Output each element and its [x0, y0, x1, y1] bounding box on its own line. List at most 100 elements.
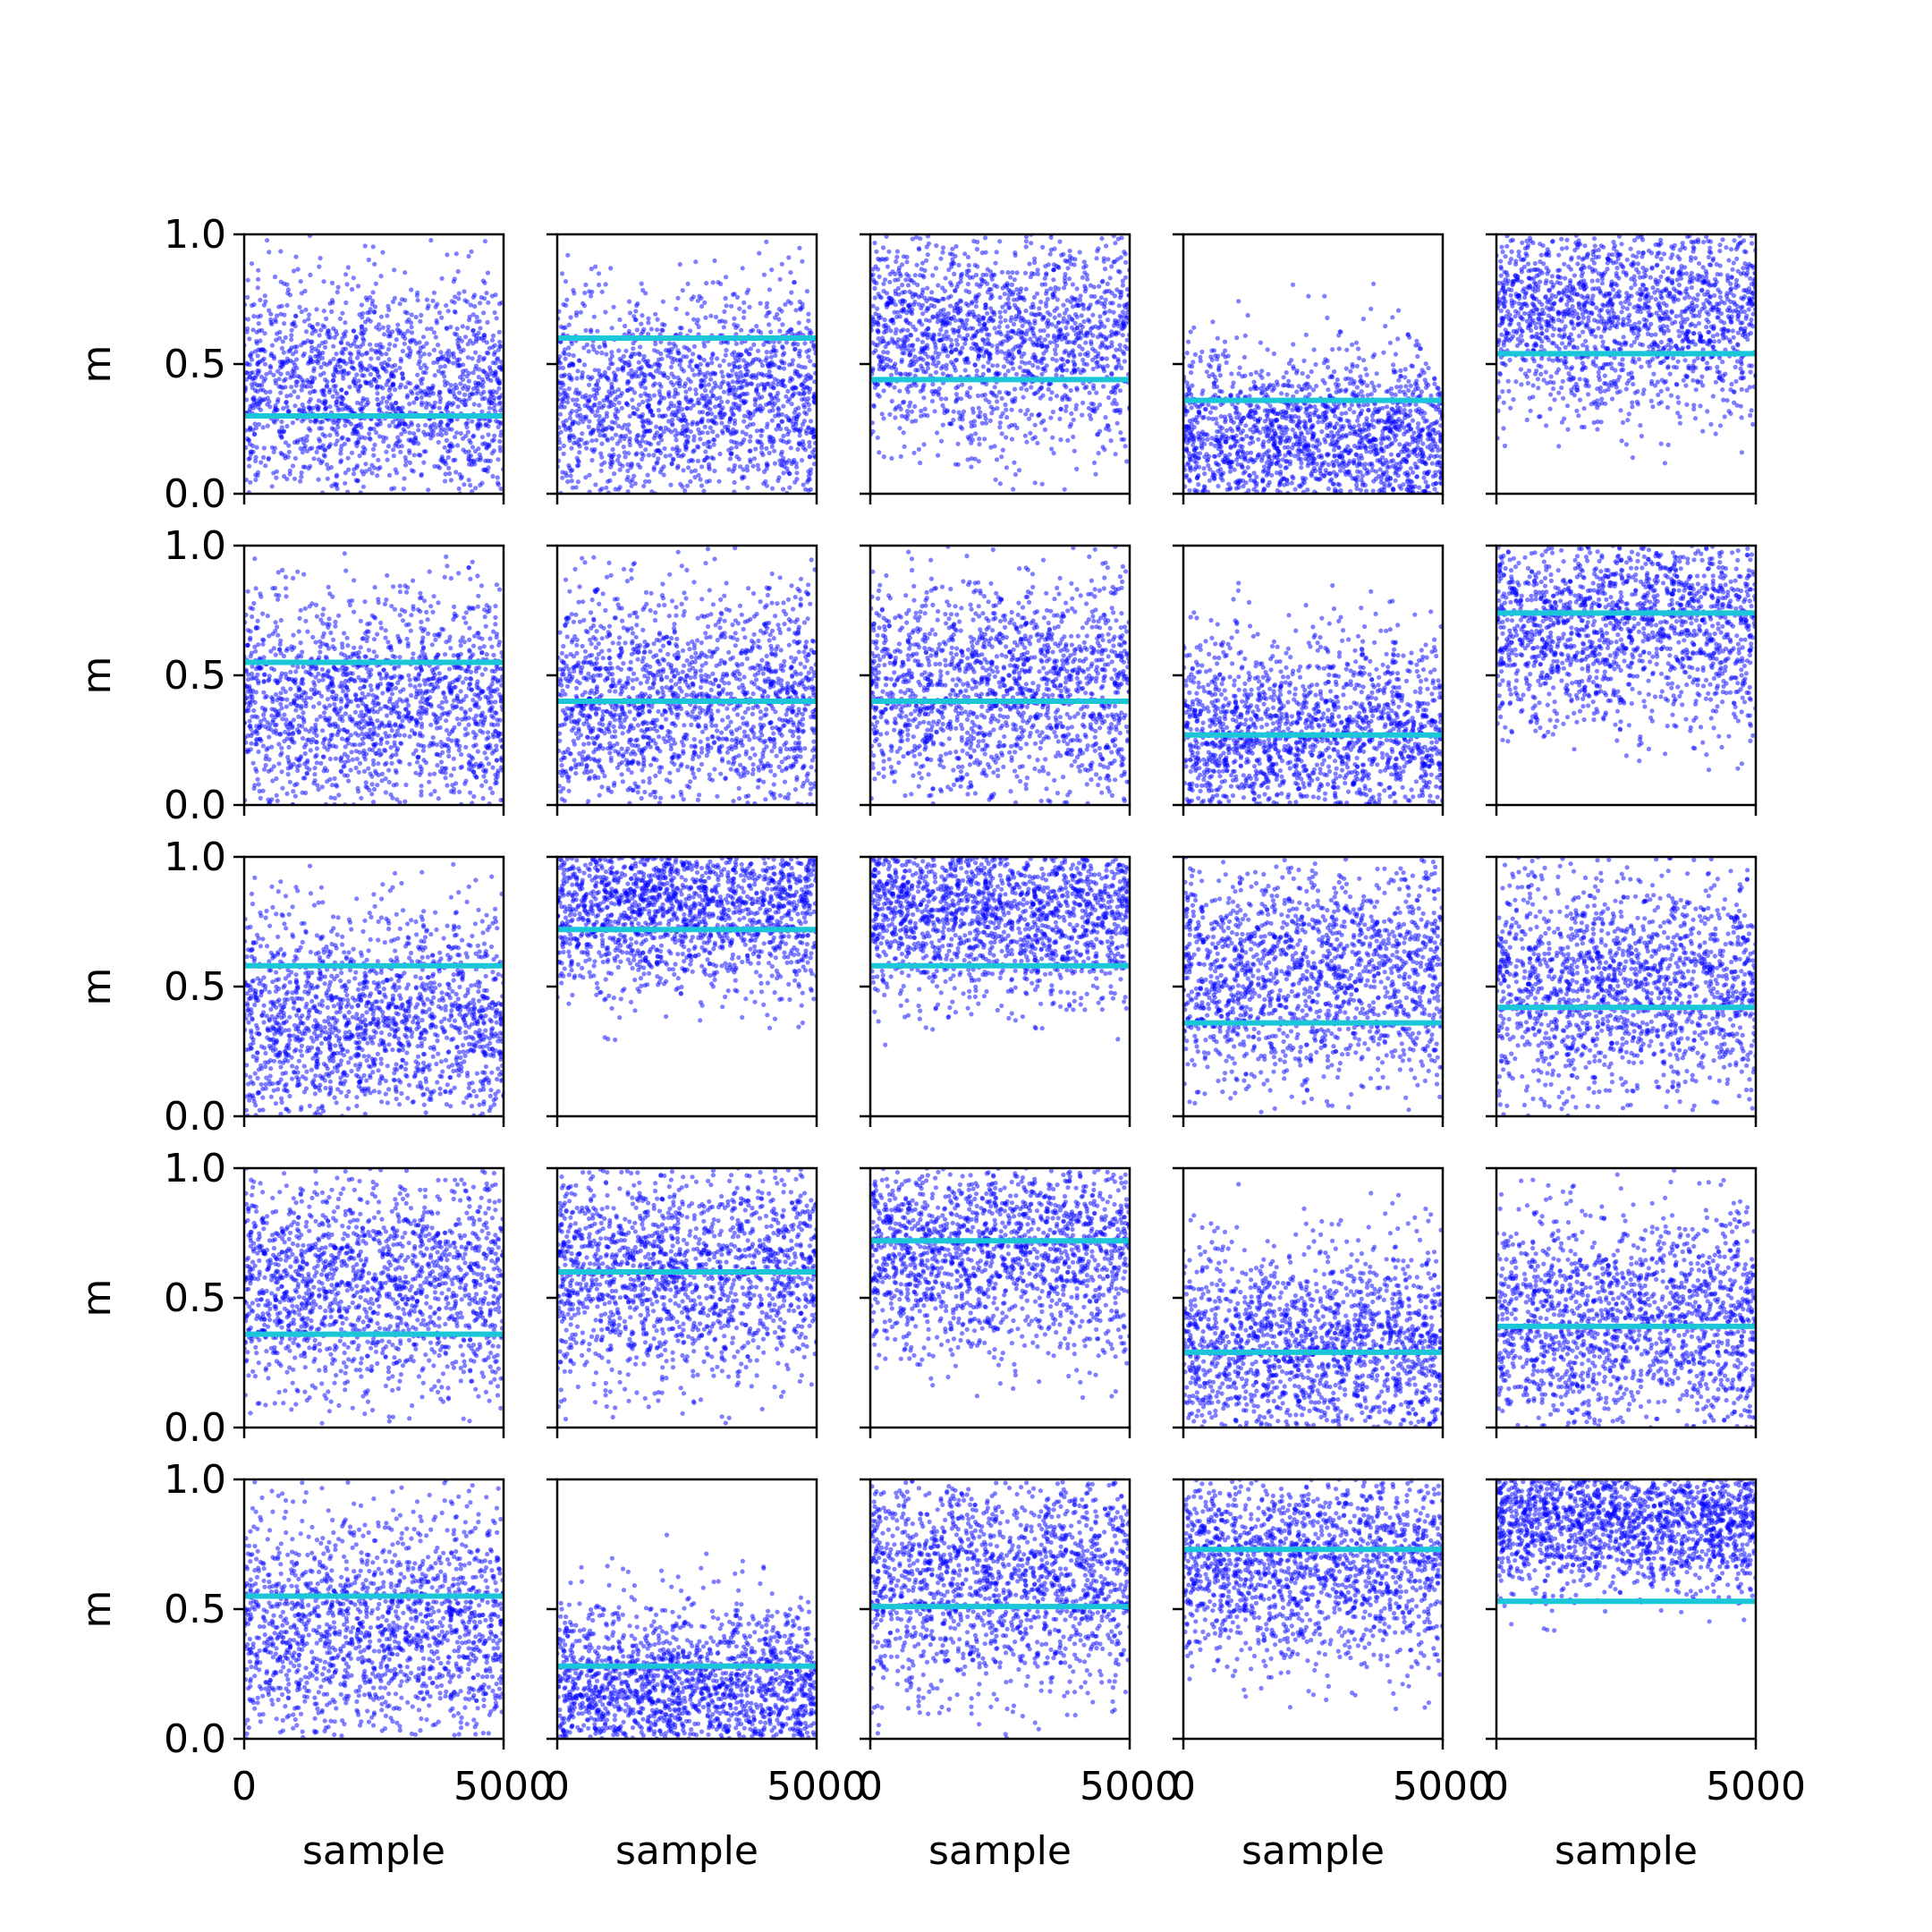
scatter-point — [936, 386, 942, 392]
scatter-point — [980, 371, 986, 377]
scatter-point — [753, 356, 758, 362]
scatter-point — [682, 487, 688, 494]
scatter-point — [984, 326, 989, 332]
scatter-point — [631, 411, 636, 416]
scatter-point — [465, 355, 471, 360]
scatter-point — [359, 408, 364, 413]
scatter-point — [991, 407, 996, 412]
scatter-point — [1106, 288, 1112, 293]
scatter-point — [1093, 324, 1098, 329]
scatter-point — [945, 334, 951, 339]
scatter-point — [702, 424, 708, 429]
scatter-point — [473, 363, 479, 369]
scatter-point — [290, 463, 296, 469]
scatter-point — [640, 357, 647, 362]
scatter-point — [562, 347, 568, 352]
scatter-point — [319, 426, 325, 431]
scatter-point — [745, 485, 750, 490]
scatter-points — [244, 234, 504, 494]
scatter-point — [921, 395, 927, 401]
scatter-point — [1011, 366, 1016, 371]
scatter-point — [1071, 417, 1076, 422]
scatter-point — [593, 412, 598, 419]
scatter-point — [736, 456, 742, 462]
scatter-point — [1062, 285, 1067, 291]
scatter-point — [1055, 320, 1061, 326]
scatter-point — [684, 421, 691, 427]
scatter-point — [445, 326, 450, 332]
scatter-point — [655, 447, 661, 453]
scatter-point — [1094, 405, 1100, 411]
scatter-point — [640, 411, 646, 418]
scatter-point — [699, 483, 705, 488]
scatter-point — [325, 476, 330, 481]
scatter-point — [321, 453, 326, 458]
scatter-point — [989, 309, 996, 315]
scatter-point — [785, 388, 791, 394]
scatter-point — [703, 315, 708, 320]
scatter-point — [1064, 368, 1070, 373]
scatter-point — [421, 352, 427, 357]
scatter-point — [734, 379, 740, 385]
scatter-point — [741, 413, 748, 419]
scatter-point — [703, 449, 708, 454]
scatter-point — [318, 256, 323, 261]
scatter-point — [498, 343, 504, 349]
scatter-point — [1041, 328, 1046, 334]
scatter-point — [268, 311, 274, 317]
scatter-point — [724, 275, 729, 280]
scatter-point — [1066, 276, 1072, 282]
scatter-point — [370, 244, 376, 250]
scatter-point — [701, 378, 707, 384]
scatter-point — [576, 420, 581, 426]
scatter-point — [563, 356, 568, 361]
scatter-point — [609, 350, 614, 355]
scatter-point — [274, 475, 279, 480]
scatter-point — [567, 436, 572, 441]
scatter-point — [893, 291, 899, 296]
scatter-point — [773, 352, 778, 358]
scatter-point — [1107, 275, 1113, 281]
scatter-point — [378, 274, 384, 279]
scatter-point — [596, 271, 602, 276]
scatter-point — [463, 433, 469, 438]
scatter-point — [253, 454, 258, 460]
scatter-point — [983, 305, 988, 310]
scatter-point — [1047, 251, 1053, 257]
scatter-point — [1063, 325, 1069, 331]
scatter-point — [478, 423, 483, 428]
scatter-point — [801, 445, 807, 451]
scatter-point — [574, 455, 580, 461]
scatter-point — [292, 476, 298, 481]
scatter-point — [651, 375, 657, 380]
scatter-point — [764, 483, 770, 488]
scatter-point — [1064, 332, 1070, 337]
scatter-point — [442, 427, 447, 432]
scatter-point — [962, 341, 968, 346]
scatter-point — [309, 384, 314, 389]
scatter-point — [456, 291, 462, 296]
scatter-point — [754, 324, 759, 329]
scatter-point — [487, 368, 494, 373]
scatter-point — [425, 306, 430, 311]
scatter-point — [1123, 275, 1129, 280]
scatter-point — [280, 386, 285, 391]
scatter-point — [761, 342, 767, 347]
scatter-point — [261, 445, 267, 451]
scatter-point — [609, 326, 614, 331]
scatter-point — [1080, 302, 1086, 308]
scatter-point — [1012, 302, 1018, 308]
scatter-point — [969, 419, 974, 425]
scatter-point — [466, 453, 471, 459]
scatter-point — [744, 383, 750, 388]
scatter-point — [293, 383, 299, 388]
scatter-point — [369, 462, 375, 468]
scatter-point — [431, 421, 437, 427]
scatter-point — [964, 318, 970, 323]
scatter-point — [780, 345, 785, 351]
scatter-point — [811, 394, 817, 400]
scatter-point — [730, 368, 735, 373]
scatter-point — [247, 428, 252, 433]
scatter-point — [695, 318, 700, 323]
scatter-point — [1087, 412, 1092, 418]
